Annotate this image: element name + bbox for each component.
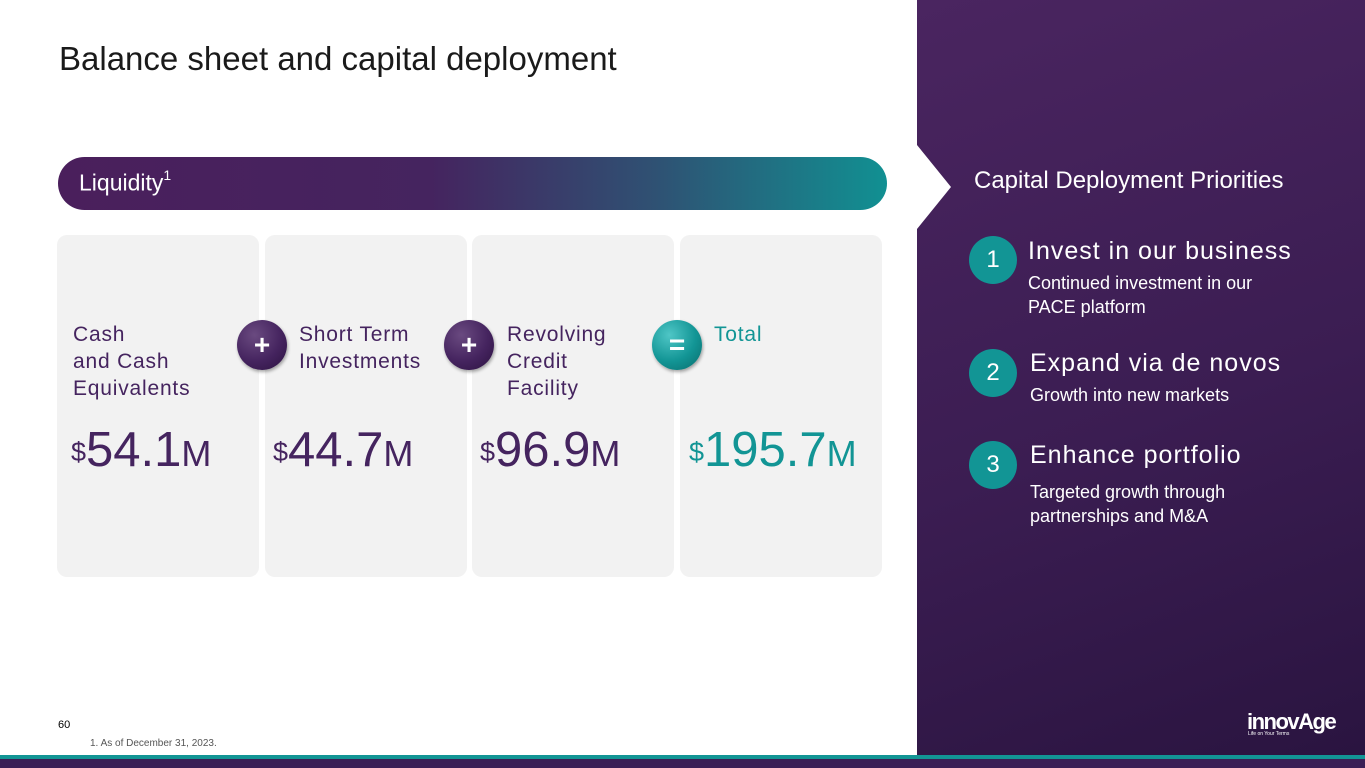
card-value: $96.9M	[480, 423, 621, 477]
page-number: 60	[58, 719, 71, 731]
priority-number-badge: 1	[969, 236, 1017, 284]
priority-text: Continued investment in our PACE platfor…	[1028, 273, 1253, 317]
footnote-marker: 1	[163, 167, 172, 183]
page-title: Balance sheet and capital deployment	[59, 40, 617, 77]
capital-priorities-panel: Capital Deployment Priorities 1 Invest i…	[917, 0, 1365, 755]
card-short-term-investments: Short Term Investments $44.7M	[265, 235, 467, 577]
card-label: Short Term Investments	[299, 323, 422, 373]
priority-number-badge: 3	[969, 441, 1017, 489]
card-value: $195.7M	[689, 423, 857, 477]
priority-heading: Enhance portfolio	[1030, 441, 1242, 469]
priority-number-badge: 2	[969, 349, 1017, 397]
footnote: 1. As of December 31, 2023.	[90, 738, 217, 749]
liquidity-label: Liquidity1	[79, 167, 172, 196]
arrow-notch-icon	[917, 145, 951, 229]
card-value: $54.1M	[71, 423, 212, 477]
card-cash: Cash and Cash Equivalents $54.1M	[57, 235, 259, 577]
logo-tagline: Life on Your Terms	[1248, 731, 1290, 737]
card-revolving-credit: Revolving Credit Facility $96.9M	[472, 235, 674, 577]
logo-wordmark: innovAge	[1247, 709, 1337, 734]
card-total: Total $195.7M	[680, 235, 882, 577]
card-label: Revolving Credit Facility	[507, 323, 607, 400]
priority-heading: Expand via de novos	[1030, 349, 1282, 377]
priority-heading: Invest in our business	[1028, 237, 1292, 265]
innovage-logo: innovAge Life on Your Terms	[1247, 709, 1337, 738]
plus-icon: +	[444, 320, 494, 370]
priority-text: Growth into new markets	[1030, 385, 1230, 405]
card-label: Total	[714, 323, 763, 346]
plus-icon: +	[237, 320, 287, 370]
card-label: Cash and Cash Equivalents	[73, 323, 191, 400]
liquidity-banner: Liquidity1	[58, 157, 887, 210]
priorities-title: Capital Deployment Priorities	[974, 167, 1284, 194]
card-value: $44.7M	[273, 423, 414, 477]
bottom-stripe	[0, 755, 1365, 759]
equals-icon: =	[652, 320, 702, 370]
priority-text: Targeted growth through partnerships and…	[1030, 482, 1226, 526]
